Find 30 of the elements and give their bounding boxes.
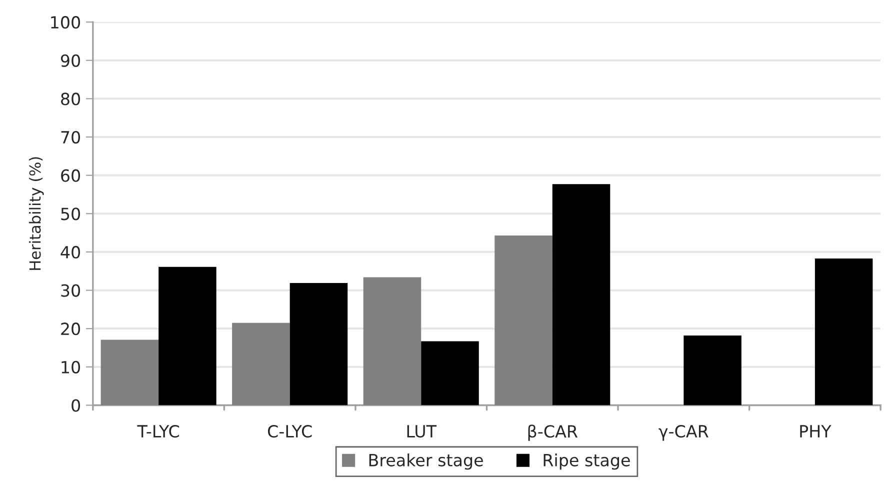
bar <box>363 277 422 406</box>
x-tick-label: T-LYC <box>137 424 179 438</box>
bar <box>232 322 290 406</box>
x-tick-label: β-CAR <box>528 424 578 441</box>
x-tick-label: PHY <box>800 425 832 438</box>
y-tick-label: 40 <box>60 246 80 259</box>
y-axis-title: Heritability (%) <box>28 157 44 270</box>
legend-label: Breaker stage <box>369 454 483 470</box>
x-tick-label: LUT <box>407 425 437 438</box>
bar <box>552 184 610 406</box>
bar <box>421 341 479 406</box>
bar <box>290 282 348 406</box>
bar <box>814 258 873 406</box>
y-tick-label: 80 <box>61 92 80 106</box>
y-tick-label: 100 <box>51 16 80 29</box>
y-tick-label: 30 <box>61 284 80 297</box>
y-tick-label: 70 <box>61 130 80 144</box>
legend-label: Ripe stage <box>544 454 630 470</box>
bar <box>684 335 742 406</box>
y-tick-label: 90 <box>60 54 80 67</box>
bar <box>100 340 159 406</box>
x-tick-label: C-LYC <box>268 424 312 438</box>
bar <box>494 235 552 406</box>
bar <box>158 266 216 406</box>
y-tick-label: 60 <box>61 169 80 182</box>
y-tick-label: 10 <box>62 360 80 374</box>
y-tick-label: 20 <box>61 322 80 336</box>
y-tick-label: 0 <box>72 399 80 412</box>
x-tick-label: γ-CAR <box>658 424 708 441</box>
y-tick-label: 50 <box>61 208 80 220</box>
